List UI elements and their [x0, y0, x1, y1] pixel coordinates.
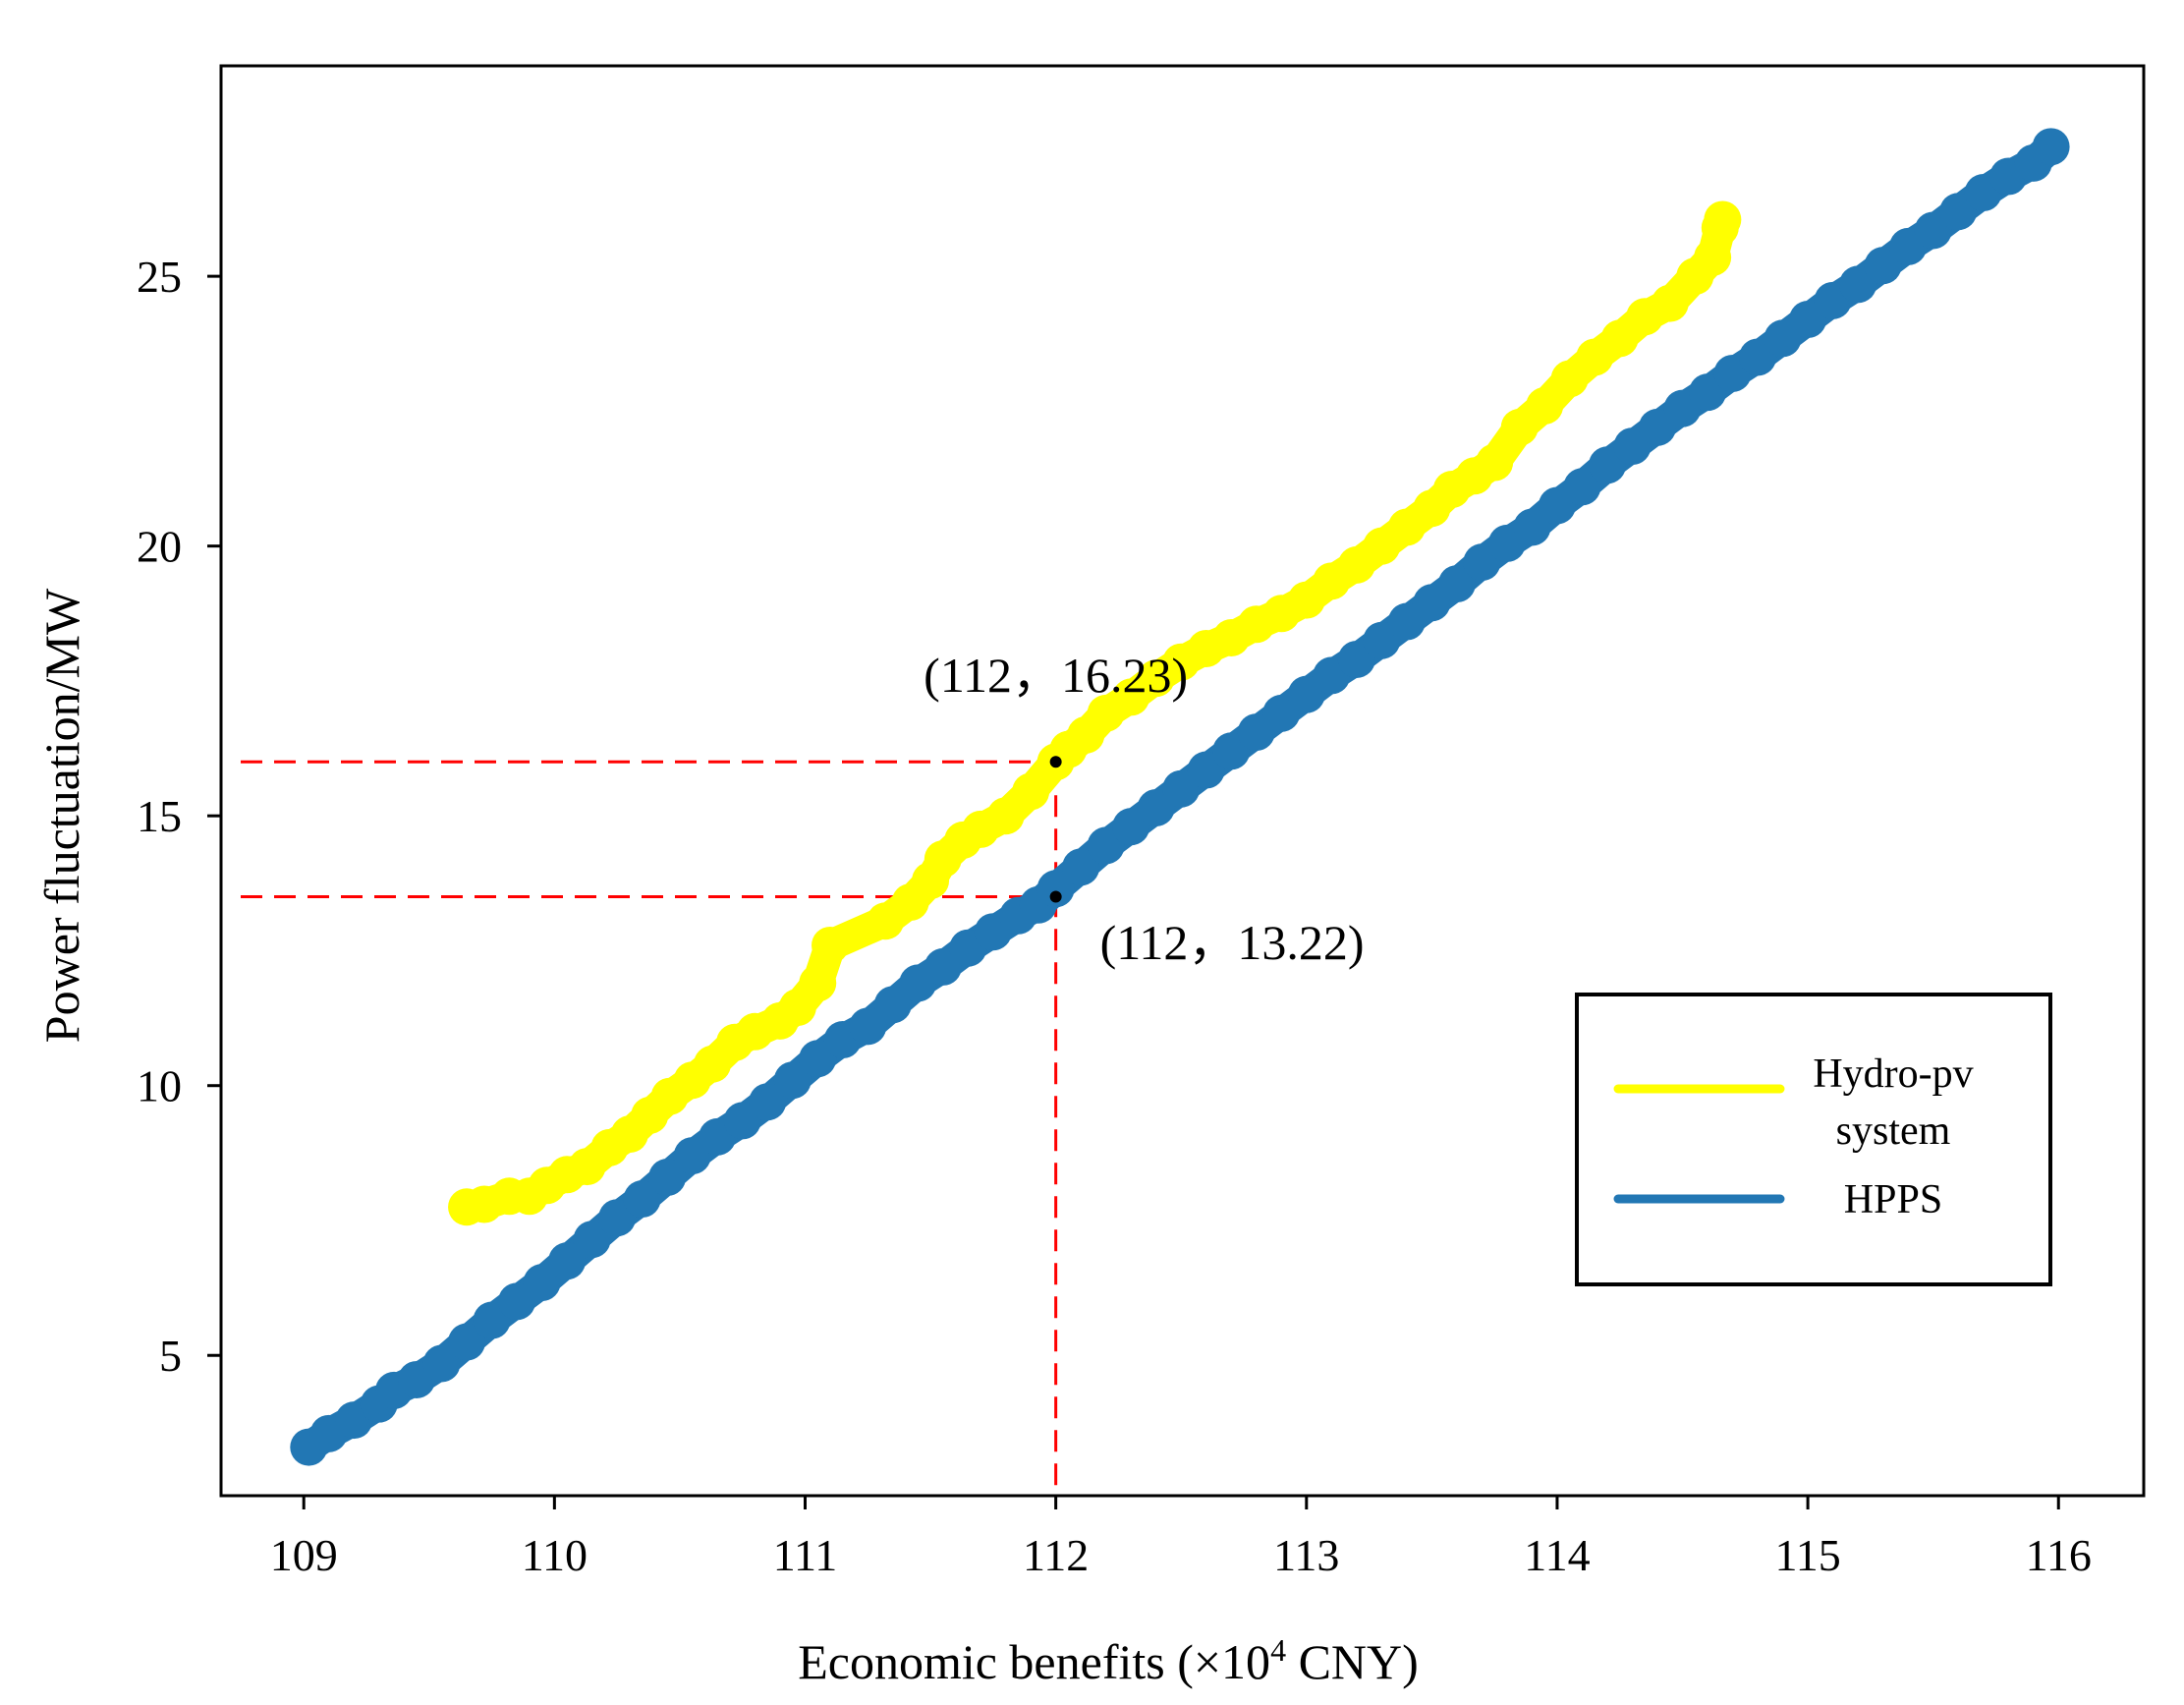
legend-box	[1575, 993, 2052, 1286]
point-hpps-32	[1062, 848, 1100, 886]
x-axis-title-superscript: 4	[1270, 1632, 1286, 1668]
legend: Hydro-pv system HPPS	[1575, 993, 2052, 1286]
point-hydro-pv-system-17	[799, 964, 837, 1002]
x-tick-label-114: 114	[1524, 1530, 1590, 1580]
plot-frame	[219, 64, 2146, 1498]
y-tick-label-25: 25	[137, 252, 182, 302]
y-tick-label-5: 5	[159, 1331, 182, 1381]
point-hydro-pv-system-48	[1526, 386, 1564, 425]
point-hpps-50	[1513, 508, 1551, 546]
y-tick-label-15: 15	[137, 791, 182, 841]
point-hydro-pv-system-49	[1550, 360, 1589, 398]
point-hydro-pv-system-18	[812, 926, 850, 964]
data-series	[290, 128, 2070, 1466]
point-hpps-19	[749, 1083, 787, 1121]
series-hpps	[290, 128, 2070, 1466]
point-hydro-pv-system-46	[1476, 443, 1514, 482]
legend-label-hydro-pv-system-0: Hydro-pv	[1813, 1051, 1973, 1097]
point-hpps-52	[1563, 468, 1601, 506]
y-tick-label-10: 10	[137, 1061, 182, 1111]
point-hpps-14	[623, 1180, 661, 1219]
annotation-label-1: (112，13.22)	[1100, 915, 1365, 970]
annotation-label-0: (112，16.23)	[924, 648, 1188, 703]
point-hpps-12	[573, 1221, 611, 1259]
point-hpps-24	[873, 986, 912, 1024]
legend-label-hpps-0: HPPS	[1844, 1177, 1942, 1222]
x-axis-title-suffix: CNY)	[1286, 1634, 1419, 1689]
x-tick-label-111: 111	[773, 1530, 838, 1580]
point-hpps-15	[648, 1159, 687, 1197]
point-hpps-6	[422, 1344, 461, 1383]
x-tick-label-109: 109	[270, 1530, 338, 1580]
axes: 109 110 111 112 113 114 115 116 5 10 15 20 25	[137, 64, 2146, 1580]
point-hpps-31	[1036, 870, 1075, 908]
point-hpps-10	[523, 1264, 561, 1302]
annotation-marker-1	[1049, 890, 1062, 903]
point-hydro-pv-system-53	[1651, 284, 1689, 322]
x-axis-title-main: Economic benefits (×10	[798, 1634, 1270, 1689]
x-tick-label-116: 116	[2026, 1530, 2092, 1580]
x-tick-label-113: 113	[1273, 1530, 1339, 1580]
point-hydro-pv-system-26	[1012, 772, 1050, 811]
point-hydro-pv-system-57	[1704, 200, 1742, 239]
x-axis-title: Economic benefits (×104 CNY)	[798, 1632, 1419, 1689]
point-hydro-pv-system-25	[986, 797, 1025, 835]
y-axis-title: Power fluctuation/MW	[34, 588, 89, 1043]
point-hpps-47	[1437, 565, 1476, 603]
point-hpps-7	[448, 1323, 486, 1361]
x-tick-label-112: 112	[1023, 1530, 1089, 1580]
y-tick-label-20: 20	[137, 522, 182, 572]
point-hydro-pv-system-51	[1600, 319, 1639, 358]
annotation-marker-0	[1049, 756, 1062, 768]
point-hpps-71	[2032, 128, 2070, 166]
point-hydro-pv-system-47	[1500, 408, 1539, 446]
x-tick-label-115: 115	[1774, 1530, 1840, 1580]
point-hpps-23	[849, 1007, 887, 1046]
legend-label-hydro-pv-system-1: system	[1836, 1108, 1951, 1154]
series-hydro-pv-system	[448, 200, 1742, 1226]
point-hydro-pv-system-55	[1694, 238, 1732, 276]
x-tick-label-110: 110	[522, 1530, 588, 1580]
point-hpps-11	[548, 1242, 587, 1280]
point-hpps-20	[773, 1061, 812, 1100]
annotations: (112，16.23) (112，13.22)	[924, 648, 1364, 970]
